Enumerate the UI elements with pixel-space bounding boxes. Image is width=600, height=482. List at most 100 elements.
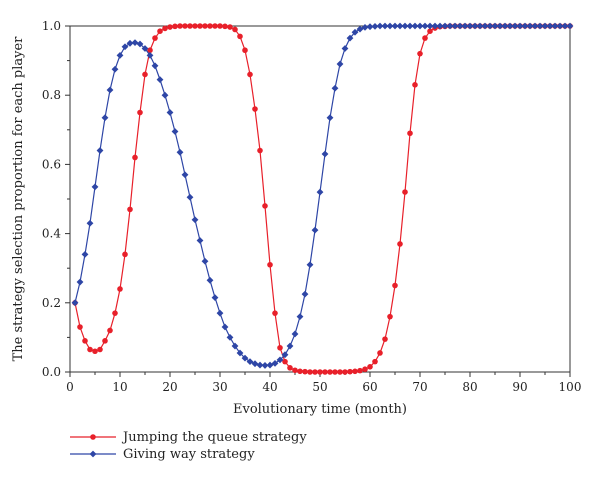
data-point [401, 22, 409, 30]
data-point [87, 346, 93, 353]
data-point [272, 310, 278, 316]
data-point [381, 22, 389, 30]
data-point [501, 22, 509, 30]
data-point [212, 23, 218, 29]
data-point [242, 47, 248, 54]
legend-swatch-marker [90, 434, 96, 440]
data-point [302, 368, 308, 375]
data-point [96, 147, 104, 154]
data-point [312, 369, 318, 375]
data-point [277, 344, 283, 351]
y-tick-label: 0.6 [42, 157, 61, 171]
data-point [566, 22, 574, 30]
data-point [236, 349, 244, 357]
data-point [122, 251, 128, 258]
data-point [182, 23, 188, 29]
data-point [142, 71, 148, 78]
series-jumping-queue [72, 23, 573, 375]
x-tick-label: 20 [162, 380, 177, 394]
data-point [126, 39, 134, 47]
data-point [117, 286, 123, 292]
data-point [216, 309, 224, 317]
data-point [461, 22, 469, 30]
data-point [232, 26, 238, 33]
data-point [102, 338, 108, 344]
data-point [392, 282, 398, 289]
data-point [521, 22, 529, 30]
data-point [92, 348, 98, 355]
data-point [372, 358, 378, 365]
data-point [491, 22, 499, 30]
data-point [451, 22, 459, 30]
series-layer [71, 22, 574, 375]
x-tick-label: 80 [462, 380, 477, 394]
data-point [251, 360, 259, 368]
y-tick-label: 1.0 [42, 19, 61, 33]
data-point [197, 23, 203, 29]
legend: Jumping the queue strategy Giving way str… [70, 430, 307, 462]
data-point [101, 114, 109, 122]
data-point [402, 189, 408, 195]
data-point [431, 22, 439, 30]
data-point [147, 47, 153, 54]
data-point [546, 22, 554, 30]
data-point [227, 24, 233, 30]
data-point [282, 358, 288, 365]
data-point [131, 39, 139, 47]
data-point [332, 369, 338, 375]
data-point [252, 106, 258, 112]
data-point [526, 22, 534, 30]
x-tick-label: 70 [412, 380, 427, 394]
y-tick-label: 0.2 [42, 296, 61, 310]
legend-item: Jumping the queue strategy [70, 430, 307, 445]
data-point [346, 34, 354, 42]
data-point [341, 45, 349, 52]
legend-label: Jumping the queue strategy [121, 430, 307, 445]
data-point [211, 294, 219, 302]
data-point [82, 338, 88, 344]
data-point [307, 369, 313, 375]
y-tick-label: 0.0 [42, 365, 61, 379]
data-point [297, 368, 303, 375]
data-point [456, 22, 464, 30]
data-point [292, 367, 298, 374]
data-point [361, 23, 369, 31]
data-point [362, 366, 368, 373]
x-tick-label: 60 [362, 380, 377, 394]
data-point [192, 23, 198, 29]
data-point [301, 290, 309, 298]
data-point [267, 261, 273, 268]
data-point [357, 367, 363, 374]
data-point [496, 22, 504, 30]
y-ticks: 0.0 0.2 0.4 0.6 0.8 1.0 [42, 19, 70, 379]
y-axis-title: The strategy selection proportion for ea… [11, 36, 26, 362]
data-point [221, 323, 229, 331]
data-point [141, 45, 149, 52]
x-tick-label: 100 [559, 380, 582, 394]
x-tick-label: 40 [262, 380, 277, 394]
data-point [481, 22, 489, 30]
data-point [217, 23, 223, 29]
data-point [97, 346, 103, 353]
data-point [511, 22, 519, 30]
data-point [261, 362, 269, 369]
data-point [157, 28, 163, 34]
data-point [471, 22, 479, 30]
data-point [351, 28, 359, 36]
data-point [412, 82, 418, 88]
data-point [516, 22, 524, 30]
x-axis-title: Evolutionary time (month) [233, 402, 407, 417]
data-point [331, 84, 339, 92]
x-tick-label: 90 [512, 380, 527, 394]
data-point [327, 369, 333, 375]
data-point [171, 128, 179, 135]
data-point [77, 324, 83, 330]
data-point [146, 52, 154, 59]
data-point [136, 40, 144, 48]
data-point [387, 313, 393, 320]
data-point [476, 22, 484, 30]
data-point [391, 22, 399, 30]
data-point [287, 365, 293, 371]
data-point [111, 65, 119, 73]
data-point [316, 188, 324, 196]
